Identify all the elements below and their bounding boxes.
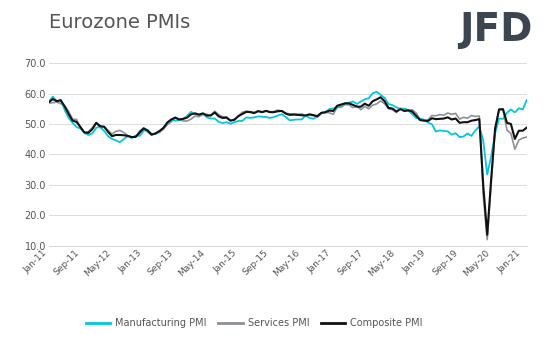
Text: JFD: JFD [459,11,532,48]
Text: Eurozone PMIs: Eurozone PMIs [49,13,190,32]
Legend: Manufacturing PMI, Services PMI, Composite PMI: Manufacturing PMI, Services PMI, Composi… [82,314,426,332]
